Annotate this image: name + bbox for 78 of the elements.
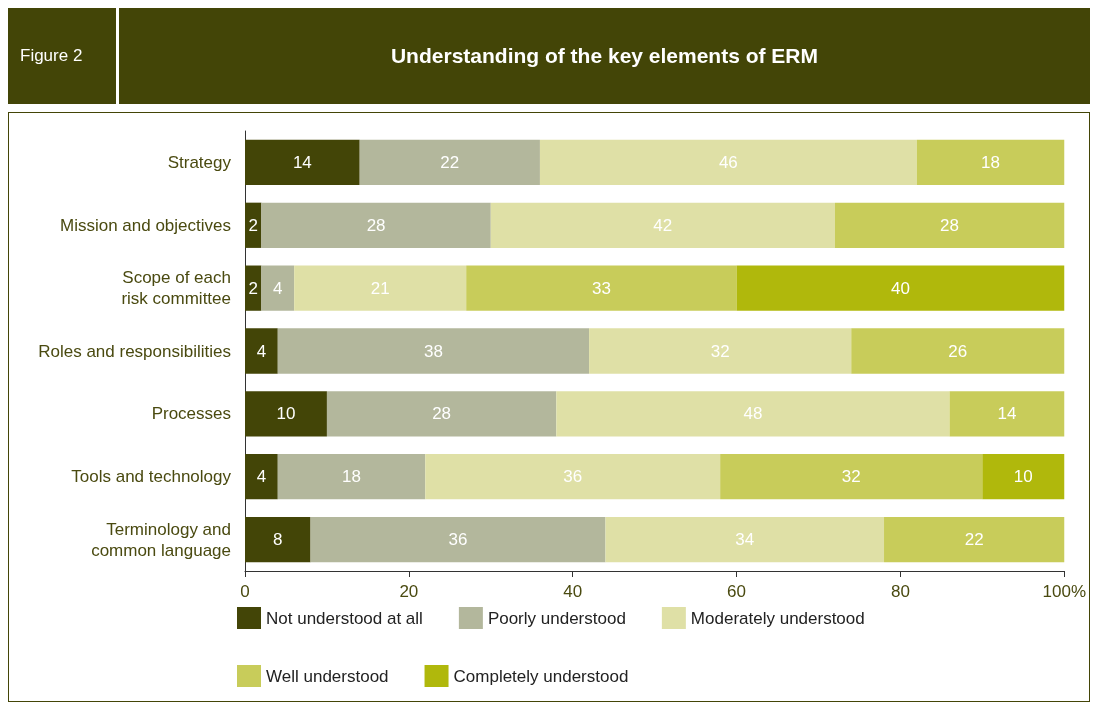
- data-label: 14: [292, 152, 312, 172]
- bar: [310, 516, 606, 563]
- y-tick-label: Roles and responsibilities: [38, 341, 231, 361]
- bar: [277, 328, 590, 374]
- y-tick-label: Mission and objectives: [59, 215, 231, 235]
- bar: [245, 391, 327, 437]
- bar: [982, 454, 1065, 500]
- y-tick-label: Tools and technology: [71, 467, 232, 487]
- legend-label: Moderately understood: [690, 608, 865, 628]
- bar: [884, 516, 1065, 563]
- bar: [326, 391, 557, 437]
- bar: [834, 202, 1065, 248]
- bar: [359, 139, 540, 186]
- data-label: 4: [273, 278, 283, 298]
- bar: [556, 391, 950, 437]
- bar: [245, 139, 360, 186]
- data-label: 28: [940, 215, 960, 235]
- y-tick-label: Strategy: [167, 152, 232, 172]
- data-label: 22: [964, 530, 984, 550]
- text: Figure 2: [8, 8, 119, 104]
- bar: [605, 516, 885, 563]
- x-tick-label: 80: [890, 582, 910, 601]
- chart-title: Understanding of the key elements of ERM: [389, 44, 820, 68]
- bar: [539, 139, 917, 186]
- bar: [851, 328, 1065, 374]
- data-label: 18: [342, 467, 361, 487]
- bar: [261, 202, 491, 248]
- data-label: 32: [710, 341, 730, 361]
- data-label: 10: [1013, 467, 1033, 487]
- data-label: 14: [997, 404, 1017, 424]
- x-tick-label: 40: [563, 582, 583, 601]
- legend-label: Poorly understood: [487, 608, 626, 628]
- x-tick-label: 60: [727, 582, 747, 601]
- data-label: 36: [448, 530, 468, 550]
- data-label: 40: [890, 278, 910, 298]
- data-label: 8: [273, 530, 283, 550]
- x-tick-label: 20: [399, 582, 419, 601]
- data-label: 10: [276, 404, 296, 424]
- data-label: 22: [440, 152, 460, 172]
- y-tick-label: Terminology and common language: [91, 519, 231, 560]
- y-tick-label: Processes: [151, 404, 231, 424]
- bar: [490, 202, 835, 248]
- bar: [245, 328, 278, 374]
- bar: [294, 265, 467, 311]
- data-label: 21: [370, 278, 390, 298]
- bar: [425, 454, 721, 500]
- data-label: 36: [563, 467, 583, 487]
- bar: [949, 391, 1065, 437]
- data-label: 26: [948, 341, 968, 361]
- bar: [261, 265, 295, 311]
- bar: [736, 265, 1065, 311]
- data-label: 38: [423, 341, 443, 361]
- bar: [916, 139, 1065, 186]
- data-label: 32: [841, 467, 861, 487]
- data-label: 34: [735, 530, 755, 550]
- x-tick-label: 100%: [1042, 582, 1086, 601]
- legend-label: Completely understood: [453, 666, 629, 686]
- bar: [245, 516, 311, 563]
- data-label: 28: [432, 404, 452, 424]
- data-label: 46: [718, 152, 738, 172]
- data-label: 48: [743, 404, 763, 424]
- y-tick-label: Scope of each risk committee: [121, 268, 231, 309]
- data-label: 4: [256, 467, 267, 487]
- legend-label: Not understood at all: [266, 608, 423, 628]
- data-label: 2: [248, 278, 258, 298]
- legend-label: Well understood: [266, 666, 389, 686]
- data-label: 28: [366, 215, 386, 235]
- data-label: 33: [591, 278, 611, 298]
- bar: [720, 454, 983, 500]
- bar: [277, 454, 426, 500]
- bar: [589, 328, 852, 374]
- bar: [245, 454, 278, 500]
- data-label: 42: [653, 215, 673, 235]
- data-label: 4: [256, 341, 267, 361]
- data-label: 18: [981, 152, 1000, 172]
- bar: [466, 265, 737, 311]
- x-tick-label: 0: [240, 582, 250, 601]
- data-label: 2: [248, 215, 258, 235]
